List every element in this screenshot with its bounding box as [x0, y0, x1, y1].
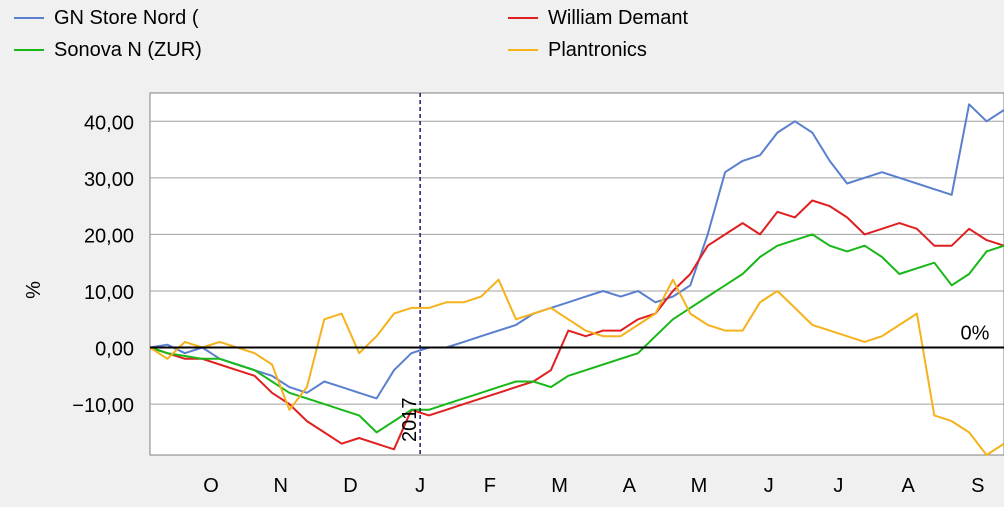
x-tick-label: N — [273, 475, 287, 497]
y-tick-label: 10,00 — [84, 282, 134, 304]
legend-label: Plantronics — [548, 39, 647, 61]
series-line-gn-store-nord — [149, 103, 1004, 400]
legend-label: Sonova N (ZUR) — [54, 39, 202, 61]
legend-label: GN Store Nord ( — [54, 7, 199, 29]
x-tick-label: M — [691, 475, 708, 497]
y-tick-label: −10,00 — [72, 395, 134, 417]
series-line-sonova-n-zur — [149, 233, 1004, 434]
x-tick-label: J — [833, 475, 843, 497]
x-tick-label: A — [901, 475, 915, 497]
y-axis-ticks: 40,00 30,00 20,00 10,00 0,00 −10,00 — [72, 112, 134, 417]
zero-percent-label: 0% — [961, 323, 990, 345]
x-tick-label: S — [971, 475, 984, 497]
y-axis-label: % — [23, 281, 45, 299]
series-layer — [149, 103, 1004, 456]
plot-background — [149, 92, 1004, 456]
y-tick-label: 0,00 — [95, 339, 134, 361]
x-tick-label: O — [203, 475, 219, 497]
x-tick-label: D — [343, 475, 357, 497]
x-tick-label: F — [484, 475, 496, 497]
x-tick-label: J — [764, 475, 774, 497]
y-tick-label: 40,00 — [84, 112, 134, 134]
legend-label: William Demant — [548, 7, 688, 29]
legend: GN Store Nord ( Sonova N (ZUR) William Dem… — [14, 7, 688, 61]
annotations: 2017 0% — [150, 93, 1004, 455]
series-line-plantronics — [149, 278, 1004, 456]
x-tick-label: M — [551, 475, 568, 497]
y-tick-label: 20,00 — [84, 225, 134, 247]
x-tick-label: A — [623, 475, 637, 497]
x-tick-label: J — [415, 475, 425, 497]
year-label: 2017 — [399, 398, 421, 443]
y-tick-label: 30,00 — [84, 169, 134, 191]
